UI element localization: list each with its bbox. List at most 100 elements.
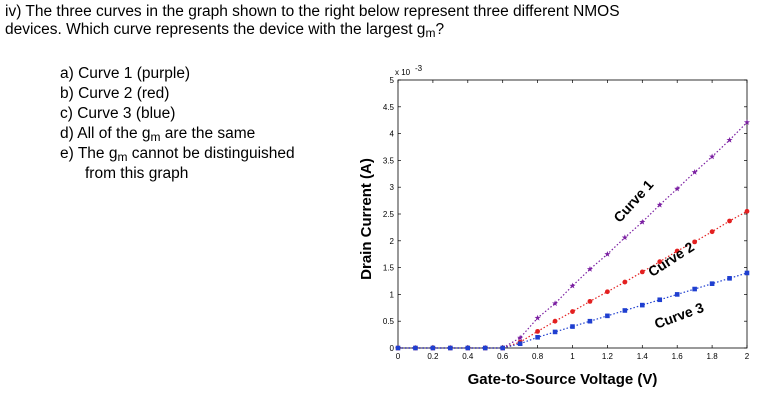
option-subscript: m — [117, 150, 128, 164]
option-letter: c) — [60, 105, 73, 122]
y-tick-label: 4 — [390, 130, 395, 139]
y-tick-label: 1.5 — [383, 264, 395, 273]
option-d[interactable]: d) All of the gm are the same — [60, 124, 295, 144]
option-text: Curve 1 (purple) — [78, 65, 191, 82]
y-tick-label: 2.5 — [383, 210, 395, 219]
data-point — [743, 119, 751, 125]
data-point — [500, 345, 505, 351]
x-tick-label: 1.8 — [707, 352, 719, 361]
question-line-2-subscript: m — [425, 26, 436, 40]
y-tick-label: 4.5 — [383, 103, 395, 112]
data-point — [569, 282, 576, 289]
option-letter: a) — [60, 65, 74, 82]
y-tick-label: 0 — [390, 344, 395, 353]
curve-label-3: Curve 3 — [652, 299, 706, 332]
data-point — [605, 313, 610, 319]
data-point — [534, 314, 541, 321]
x-tick-label: 1 — [570, 352, 575, 361]
curve-label-1: Curve 1 — [610, 176, 656, 225]
option-e[interactable]: e) The gm cannot be distinguished — [60, 144, 295, 164]
data-point — [535, 334, 540, 340]
data-point — [657, 297, 663, 303]
curve-label-2: Curve 2 — [645, 238, 697, 280]
data-point — [691, 168, 698, 175]
y-tick-label: 3 — [390, 183, 395, 192]
data-point — [570, 324, 575, 329]
option-e-continuation: from this graph — [85, 165, 189, 182]
y-axis-multiplier-exponent: -3 — [415, 64, 423, 73]
x-tick-label: 0 — [396, 352, 401, 361]
data-point — [517, 334, 524, 341]
data-point — [709, 281, 715, 286]
option-letter: d) — [60, 125, 74, 142]
y-tick-label: 0.5 — [383, 317, 395, 326]
x-tick-label: 0.4 — [462, 352, 474, 361]
data-point — [692, 286, 697, 292]
data-point — [413, 345, 418, 351]
data-point — [587, 298, 593, 304]
option-text: All of the g — [77, 125, 151, 142]
data-point — [727, 218, 732, 224]
x-tick-label: 0.2 — [427, 352, 439, 361]
data-point — [744, 208, 750, 214]
data-point — [674, 185, 681, 192]
data-point — [535, 328, 540, 334]
data-point — [482, 345, 488, 351]
data-point — [552, 318, 558, 324]
data-point — [622, 308, 628, 313]
question-line-2: devices. Which curve represents the devi… — [5, 21, 750, 40]
data-point — [622, 279, 628, 285]
y-axis-multiplier: x 10 — [395, 68, 411, 77]
data-point — [744, 270, 750, 276]
x-tick-label: 1.6 — [672, 352, 684, 361]
data-point — [587, 318, 593, 324]
data-point — [727, 276, 732, 281]
question-line-1: iv) The three curves in the graph shown … — [5, 3, 620, 20]
data-point — [657, 259, 663, 265]
data-point — [621, 234, 628, 241]
series-3 — [395, 270, 750, 351]
option-b[interactable]: b) Curve 2 (red) — [60, 84, 295, 104]
data-point — [656, 201, 663, 208]
series-2 — [395, 208, 750, 351]
data-point — [639, 269, 645, 275]
y-tick-label: 5 — [390, 76, 395, 85]
question-text: iv) The three curves in the graph shown … — [5, 3, 750, 40]
data-point — [605, 289, 610, 295]
option-a[interactable]: a) Curve 1 (purple) — [60, 64, 295, 84]
x-tick-label: 0.8 — [532, 352, 544, 361]
data-point — [639, 218, 646, 225]
data-point — [709, 153, 716, 160]
data-point — [552, 300, 559, 307]
option-text: Curve 2 (red) — [78, 85, 170, 102]
option-c[interactable]: c) Curve 3 (blue) — [60, 104, 295, 124]
x-tick-label: 2 — [745, 352, 750, 361]
data-point — [552, 329, 558, 335]
data-point — [674, 292, 680, 297]
data-point — [395, 345, 401, 351]
option-letter: e) — [60, 145, 74, 162]
data-point — [586, 266, 593, 272]
y-tick-label: 3.5 — [383, 156, 395, 165]
y-tick-label: 1 — [390, 290, 395, 299]
option-text-end: are the same — [160, 125, 256, 142]
question-line-2-text: devices. Which curve represents the devi… — [5, 21, 426, 38]
option-text: The g — [77, 145, 118, 162]
drain-current-chart: 0 0.2 0.4 0.6 0.8 1 1.2 1.4 1.6 1.8 2 0 0.5 1 1.5 2 2.5 3… — [358, 64, 751, 388]
data-point — [709, 229, 715, 235]
option-text: Curve 3 (blue) — [77, 105, 176, 122]
x-tick-label: 1.2 — [602, 352, 614, 361]
y-axis-label: Drain Current (A) — [358, 158, 375, 280]
y-tick-label: 2 — [390, 237, 395, 246]
question-line-2-end: ? — [435, 21, 445, 38]
series-line — [398, 121, 748, 349]
data-point — [640, 302, 645, 308]
data-point — [448, 345, 453, 351]
x-tick-label: 1.4 — [637, 352, 649, 361]
option-text-end: cannot be distinguished — [127, 145, 295, 162]
data-point — [430, 345, 436, 351]
option-subscript: m — [150, 130, 161, 144]
answer-options: a) Curve 1 (purple) b) Curve 2 (red) c) … — [60, 64, 295, 184]
data-point — [692, 239, 698, 245]
x-tick-label: 0.6 — [497, 352, 509, 361]
